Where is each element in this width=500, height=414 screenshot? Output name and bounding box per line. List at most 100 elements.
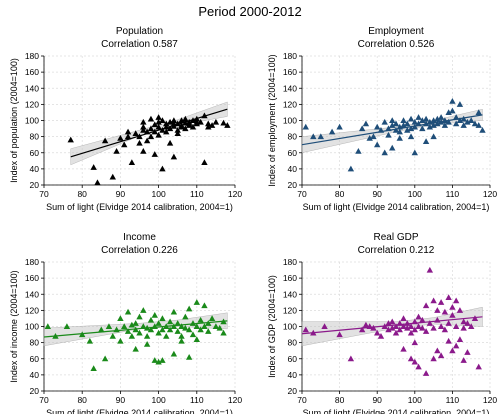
data-point [159, 315, 166, 321]
data-point [336, 331, 343, 338]
x-tick-label: 80 [335, 395, 345, 405]
x-axis-label: Sum of light (Elvidge 2014 calibration, … [46, 408, 233, 414]
data-point [445, 294, 452, 301]
x-tick-label: 100 [408, 395, 422, 405]
data-point [101, 355, 109, 362]
y-tick-label: 120 [283, 305, 297, 315]
data-point [67, 136, 74, 143]
data-point [415, 114, 422, 120]
data-point [441, 308, 449, 315]
data-point [347, 165, 355, 172]
data-point [460, 357, 467, 363]
y-tick-label: 60 [288, 354, 298, 364]
x-tick-label: 70 [297, 395, 307, 405]
x-axis-label: Sum of light (Elvidge 2014 calibration, … [303, 408, 490, 414]
data-point [212, 118, 220, 125]
x-tick-label: 110 [446, 189, 460, 199]
data-point [471, 120, 479, 127]
data-point [355, 147, 362, 154]
data-point [178, 122, 185, 128]
y-tick-label: 180 [25, 51, 39, 61]
data-point [143, 137, 151, 144]
data-point [449, 303, 456, 310]
y-axis-label: Index of income (2004=100) [9, 270, 19, 382]
data-point [193, 323, 200, 330]
data-point [121, 323, 128, 330]
data-point [437, 323, 445, 330]
data-point [460, 324, 467, 331]
data-point [407, 329, 415, 336]
data-point [182, 115, 189, 122]
data-point [132, 320, 139, 326]
y-tick-label: 160 [25, 67, 39, 77]
data-point [362, 120, 370, 127]
data-point [174, 320, 181, 326]
y-tick-label: 140 [25, 289, 39, 299]
data-point [411, 118, 418, 125]
data-point [147, 115, 155, 122]
data-point [117, 337, 124, 344]
data-point [381, 118, 388, 125]
data-point [193, 299, 200, 305]
data-point [396, 135, 403, 141]
data-point [117, 315, 124, 321]
data-point [155, 114, 162, 120]
x-axis-label: Sum of light (Elvidge 2014 calibration, … [46, 202, 233, 212]
data-point [128, 321, 136, 328]
data-point [426, 123, 434, 130]
data-point [189, 123, 197, 130]
y-tick-label: 160 [283, 273, 297, 283]
data-point [140, 307, 147, 313]
data-point [163, 120, 170, 127]
data-point [422, 370, 430, 376]
data-point [434, 120, 441, 127]
data-point [464, 349, 471, 355]
data-point [101, 137, 109, 144]
data-point [140, 126, 147, 133]
data-point [419, 117, 426, 124]
y-tick-label: 180 [283, 51, 297, 61]
data-point [328, 128, 336, 135]
x-tick-label: 70 [297, 189, 307, 199]
panel-title: Population [116, 26, 163, 37]
data-point [208, 122, 216, 128]
data-point [178, 332, 185, 339]
data-point [159, 126, 166, 133]
data-point [185, 326, 193, 333]
data-point [178, 323, 185, 330]
data-point [79, 331, 86, 338]
y-tick-label: 80 [288, 338, 298, 348]
data-point [430, 122, 437, 128]
data-point [170, 323, 178, 330]
data-point [475, 122, 482, 128]
y-tick-label: 20 [288, 386, 298, 396]
data-point [389, 318, 396, 325]
data-point [434, 347, 441, 354]
y-tick-label: 20 [288, 180, 298, 190]
data-point [302, 326, 309, 333]
data-point [449, 97, 456, 104]
data-point [197, 326, 204, 333]
x-tick-label: 80 [335, 189, 345, 199]
data-point [426, 266, 434, 273]
data-point [174, 126, 181, 133]
data-point [185, 305, 193, 312]
data-point [479, 126, 486, 133]
x-tick-label: 90 [372, 395, 382, 405]
data-point [170, 153, 178, 160]
chart-panel-1: 20 40 60 80 100 120 140 160 180 70 80 90 100 110 120 Po… [9, 26, 242, 212]
data-point [113, 147, 120, 154]
fit-line [70, 108, 228, 158]
data-point [185, 120, 193, 127]
data-point [170, 117, 178, 124]
data-point [366, 135, 373, 141]
data-point [389, 144, 396, 151]
x-tick-label: 110 [190, 189, 204, 199]
data-point [415, 313, 422, 320]
data-point [389, 324, 396, 331]
panel-subtitle: Correlation 0.212 [358, 245, 435, 256]
data-point [456, 336, 464, 342]
data-point [449, 312, 456, 318]
data-point [124, 308, 132, 315]
data-point [136, 329, 143, 336]
